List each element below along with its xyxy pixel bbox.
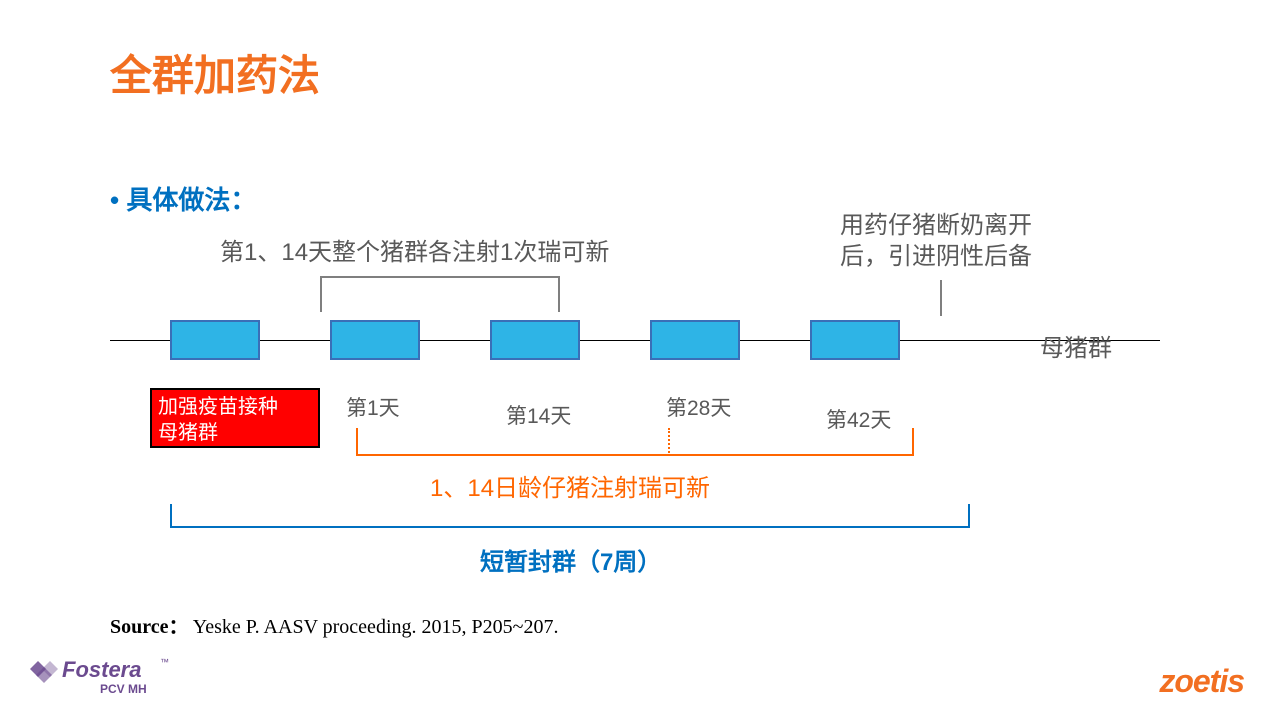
vaccine-box: 加强疫苗接种 母猪群 (150, 388, 320, 448)
piglet-injection-label: 1、14日龄仔猪注射瑞可新 (430, 468, 710, 503)
timeline-box-2 (330, 320, 420, 360)
annot2-line2: 后，引进阴性后备 (840, 243, 1032, 270)
source-label: Source： (110, 616, 189, 638)
timeline-box-5 (810, 320, 900, 360)
timeline-label: 母猪群 (1040, 328, 1112, 363)
svg-text:PCV MH: PCV MH (100, 682, 147, 696)
timeline-axis (110, 340, 1160, 341)
closure-label: 短暂封群（7周） (480, 542, 661, 577)
subtitle: 具体做法： (110, 180, 256, 217)
annotation-replace: 用药仔猪断奶离开 后，引进阴性后备 (840, 210, 1032, 272)
timeline-box-1 (170, 320, 260, 360)
day-14-label: 第14天 (506, 400, 571, 430)
source-text: Yeske P. AASV proceeding. 2015, P205~207… (189, 616, 559, 638)
timeline-box-3 (490, 320, 580, 360)
top-pointer (940, 280, 942, 316)
diagram: 第1、14天整个猪群各注射1次瑞可新 用药仔猪断奶离开 后，引进阴性后备 母猪群… (110, 220, 1160, 590)
svg-text:Fostera: Fostera (62, 657, 141, 682)
orange-bracket (356, 428, 914, 456)
timeline-box-4 (650, 320, 740, 360)
annot2-line1: 用药仔猪断奶离开 (840, 212, 1032, 239)
page-title: 全群加药法 (110, 42, 320, 103)
blue-bracket (170, 504, 970, 528)
fostera-logo: Fostera ™ PCV MH (28, 651, 178, 704)
redbox-line2: 母猪群 (158, 422, 218, 444)
svg-text:™: ™ (160, 657, 169, 667)
source-citation: Source： Yeske P. AASV proceeding. 2015, … (110, 610, 558, 639)
redbox-line1: 加强疫苗接种 (158, 396, 278, 418)
day-28-label: 第28天 (666, 392, 731, 422)
top-bracket (320, 276, 560, 312)
annotation-injection: 第1、14天整个猪群各注射1次瑞可新 (220, 232, 609, 267)
zoetis-logo: zoetis (1159, 663, 1244, 700)
orange-dotted (668, 428, 670, 456)
day-1-label: 第1天 (346, 392, 400, 422)
